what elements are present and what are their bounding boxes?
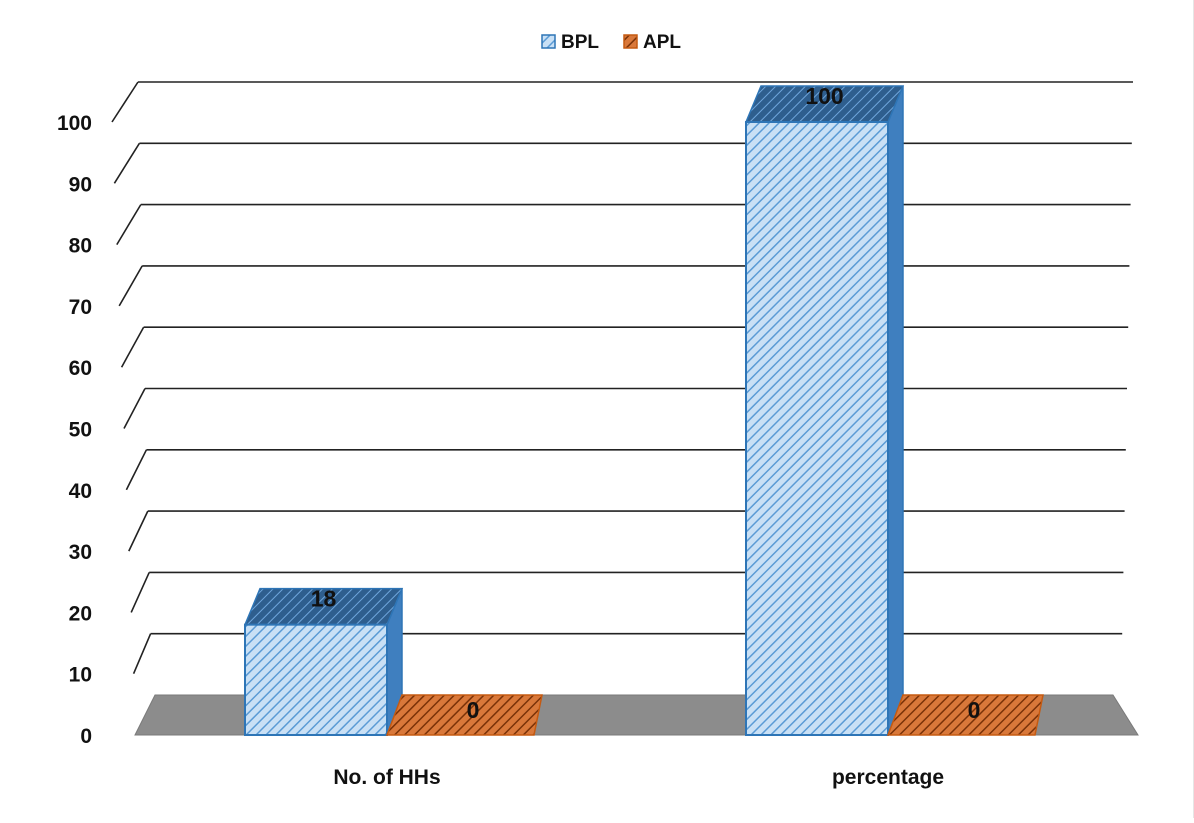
bar-apl-1 <box>886 694 1044 736</box>
y-tick-label: 40 <box>69 480 92 503</box>
x-category-label: No. of HHs <box>333 766 440 789</box>
y-tick-label: 0 <box>80 725 92 748</box>
gridline-depth-30 <box>128 510 149 552</box>
y-tick-label: 100 <box>57 112 92 135</box>
y-tick-label: 70 <box>69 296 92 319</box>
gridline-depth-80 <box>116 204 142 246</box>
legend-swatch-apl <box>623 34 638 49</box>
bar-side-bpl <box>887 85 904 736</box>
legend-label-apl: APL <box>643 32 681 53</box>
gridline-depth-50 <box>123 388 146 429</box>
y-tick-label: 50 <box>69 419 92 442</box>
gridline-depth-40 <box>125 449 148 491</box>
y-tick-label: 20 <box>69 602 92 625</box>
gridline-depth-70 <box>118 265 143 307</box>
bar-apl-0 <box>385 694 543 736</box>
bar-bpl-0 <box>244 623 388 736</box>
y-tick-label: 60 <box>69 357 92 380</box>
gridline-depth-100 <box>111 81 139 123</box>
legend-label-bpl: BPL <box>561 32 599 53</box>
data-label: 0 <box>467 697 480 723</box>
gridline-depth-20 <box>130 572 150 613</box>
y-tick-label: 10 <box>69 664 92 687</box>
data-label: 100 <box>805 83 843 109</box>
data-label: 0 <box>968 697 981 723</box>
bar-bpl-1 <box>745 121 889 736</box>
gridline-depth-60 <box>120 326 145 368</box>
y-tick-label: 30 <box>69 541 92 564</box>
gridline-depth-10 <box>132 633 152 675</box>
legend-swatch-bpl <box>541 34 556 49</box>
data-label: 18 <box>311 586 337 612</box>
x-category-label: percentage <box>832 766 944 789</box>
y-tick-label: 90 <box>69 173 92 196</box>
y-tick-label: 80 <box>69 235 92 258</box>
gridline-depth-90 <box>113 142 141 184</box>
